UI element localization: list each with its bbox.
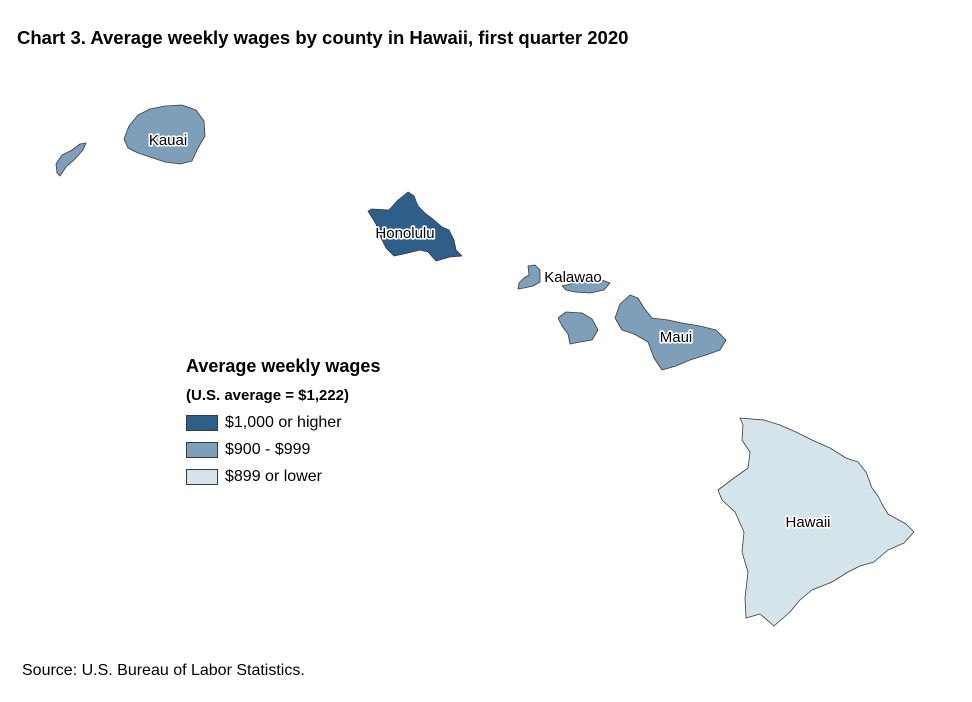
island-molokai-east xyxy=(561,279,611,294)
legend-swatch xyxy=(186,441,218,458)
legend-subtitle: (U.S. average = $1,222) xyxy=(186,387,350,404)
island-niihau xyxy=(55,142,87,177)
county-label-honolulu: Honolulu xyxy=(375,225,434,242)
county-kalawao[interactable]: Kalawao xyxy=(517,264,611,345)
island-molokai-west xyxy=(517,264,541,290)
legend-item-label: $900 - $999 xyxy=(225,440,311,458)
legend-item-label: $899 or lower xyxy=(225,467,322,485)
legend-item: $1,000 or higher xyxy=(186,409,380,436)
county-label-kalawao: Kalawao xyxy=(544,269,602,286)
county-label-maui: Maui xyxy=(660,329,693,346)
legend-swatch xyxy=(186,414,218,431)
county-kauai[interactable]: Kauai xyxy=(55,104,206,177)
legend-swatch xyxy=(186,468,218,485)
island-kauai xyxy=(123,104,206,165)
county-label-kauai: Kauai xyxy=(149,132,187,149)
county-hawaii[interactable]: Hawaii xyxy=(717,417,915,627)
county-maui[interactable]: Maui xyxy=(614,294,727,371)
island-oahu xyxy=(367,191,463,262)
chart-title: Chart 3. Average weekly wages by county … xyxy=(17,27,629,48)
source-note: Source: U.S. Bureau of Labor Statistics. xyxy=(22,662,305,679)
legend-item: $899 or lower xyxy=(186,463,380,490)
legend-item: $900 - $999 xyxy=(186,436,380,463)
county-label-hawaii: Hawaii xyxy=(785,514,830,531)
island-hawaii xyxy=(717,417,915,627)
county-honolulu[interactable]: Honolulu xyxy=(367,191,463,262)
legend-item-label: $1,000 or higher xyxy=(225,413,342,431)
island-maui xyxy=(614,294,727,371)
legend-title: Average weekly wages xyxy=(186,356,381,376)
legend: Average weekly wages (U.S. average = $1,… xyxy=(186,356,380,490)
island-lanai xyxy=(557,311,599,345)
